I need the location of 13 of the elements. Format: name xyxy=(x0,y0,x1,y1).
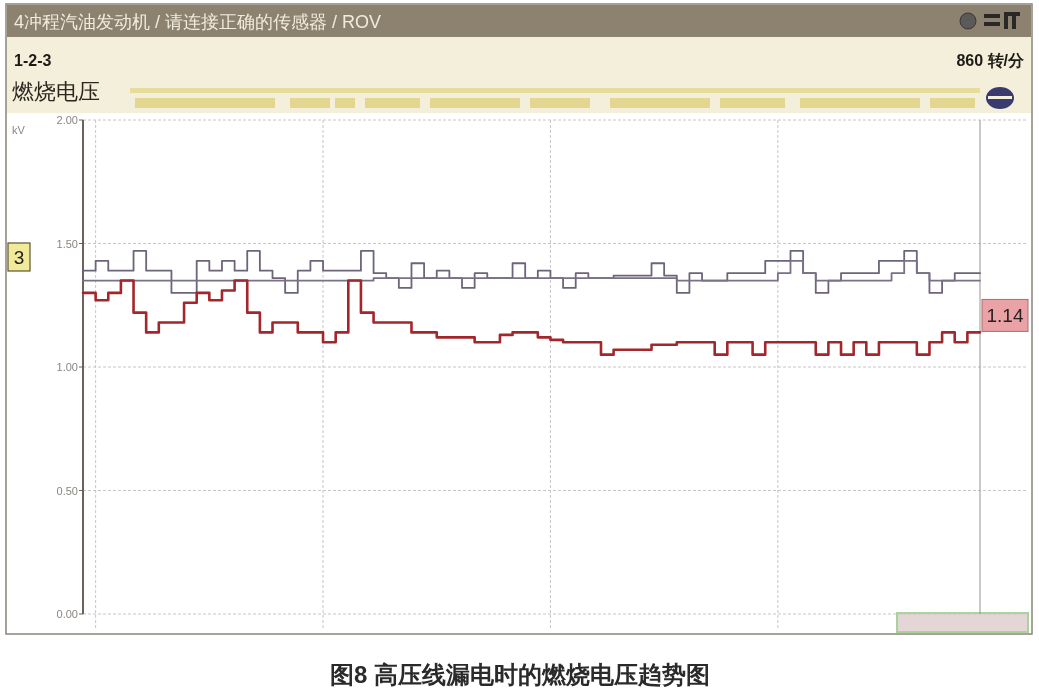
text: 3 xyxy=(13,247,25,268)
caption: 图8 高压线漏电时的燃烧电压趋势图 xyxy=(329,661,711,688)
y-tick-label: 1.00 xyxy=(56,361,78,373)
y-tick-label: 0.00 xyxy=(56,608,78,620)
text: 1-2-3 xyxy=(14,52,52,69)
chart-subtitle: 燃烧电压 xyxy=(12,79,100,104)
y-tick-label: 2.00 xyxy=(56,114,78,126)
text: 860 转/分 xyxy=(956,52,1025,69)
y-tick-label: 0.50 xyxy=(56,484,78,497)
data-label: 1.14 xyxy=(986,305,1024,327)
chart-title: 4冲程汽油发动机 / 请连接正确的传感器 / ROV xyxy=(14,12,382,32)
y-tick-label: 1.50 xyxy=(56,237,78,250)
y-axis-title: kV xyxy=(12,124,26,136)
